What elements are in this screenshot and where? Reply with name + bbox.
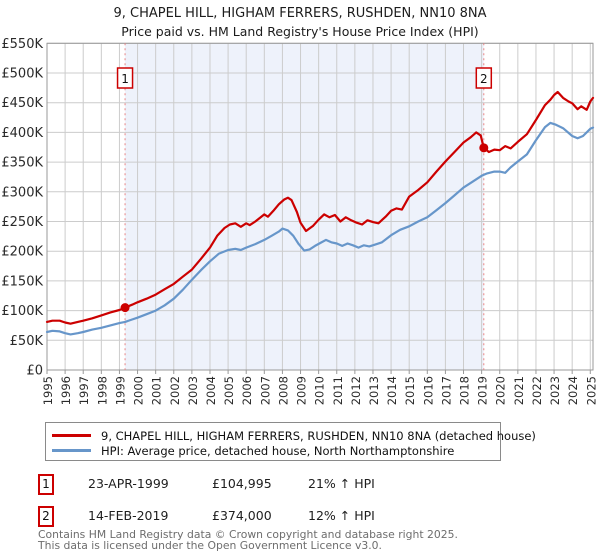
legend-label-hpi: HPI: Average price, detached house, Nort… — [101, 443, 455, 458]
y-axis-label: £350K — [1, 156, 43, 171]
x-axis-label: 2016 — [421, 376, 435, 405]
x-axis-label: 2011 — [331, 376, 345, 405]
sale-marker-flag-2 — [475, 67, 493, 89]
x-axis-label: 1995 — [41, 376, 55, 405]
y-axis-label: £400K — [1, 126, 43, 141]
x-axis-label: 2002 — [168, 376, 182, 405]
transaction-2-marker-badge: 2 — [38, 506, 54, 527]
x-axis-label: 2014 — [385, 376, 399, 405]
y-axis-label: £0 — [26, 364, 43, 379]
chart-legend: 9, CHAPEL HILL, HIGHAM FERRERS, RUSHDEN,… — [45, 422, 536, 461]
transaction-row-1: 1 23-APR-1999 £104,995 21% ↑ HPI — [38, 474, 578, 496]
sale-marker-flag-1 — [116, 67, 134, 89]
hpi-line — [45, 121, 595, 336]
page-title: 9, CHAPEL HILL, HIGHAM FERRERS, RUSHDEN,… — [113, 6, 487, 21]
x-axis-label: 2006 — [240, 376, 254, 405]
plot-border — [46, 42, 594, 371]
x-axis-label: 1999 — [113, 376, 127, 405]
x-axis-label: 2003 — [186, 376, 200, 405]
legend-item-hpi: HPI: Average price, detached house, Nort… — [46, 443, 500, 458]
y-axis-label: £200K — [1, 245, 43, 260]
page-subtitle: Price paid vs. HM Land Registry's House … — [121, 24, 479, 39]
x-axis-label: 2012 — [349, 376, 363, 405]
y-axis-label: £450K — [1, 96, 43, 111]
x-axis-label: 2004 — [204, 376, 218, 405]
price-paid-line — [45, 90, 595, 325]
chart-title-block: 9, CHAPEL HILL, HIGHAM FERRERS, RUSHDEN,… — [0, 5, 600, 40]
transaction-row-2: 2 14-FEB-2019 £374,000 12% ↑ HPI — [38, 506, 578, 528]
x-axis-label: 2017 — [439, 376, 453, 405]
y-axis-label: £550K — [1, 37, 43, 52]
x-axis-label: 2024 — [566, 376, 580, 405]
x-axis-label: 2019 — [476, 376, 490, 405]
x-axis-label: 2020 — [494, 376, 508, 405]
transaction-2-date: 14-FEB-2019 — [88, 508, 169, 523]
x-axis-label: 2025 — [584, 376, 598, 405]
footer-line-2: This data is licensed under the Open Gov… — [38, 539, 382, 552]
transaction-1-marker-badge: 1 — [38, 474, 54, 495]
legend-label-price-paid: 9, CHAPEL HILL, HIGHAM FERRERS, RUSHDEN,… — [101, 428, 536, 443]
license-footer: Contains HM Land Registry data © Crown c… — [38, 529, 598, 551]
y-axis-label: £500K — [1, 67, 43, 82]
sale-marker-number-1: 1 — [121, 72, 129, 86]
x-axis-label: 1997 — [77, 376, 91, 405]
sale-point-dot-1 — [120, 303, 130, 313]
ownership-period-shading — [125, 43, 484, 371]
x-axis-label: 2010 — [313, 376, 327, 405]
x-axis-label: 2013 — [367, 376, 381, 405]
y-axis-label: £50K — [10, 334, 44, 349]
x-axis-label: 2018 — [458, 376, 472, 405]
x-axis-label: 1996 — [59, 376, 73, 405]
legend-item-price-paid: 9, CHAPEL HILL, HIGHAM FERRERS, RUSHDEN,… — [46, 428, 536, 443]
x-axis-label: 1998 — [95, 376, 109, 405]
x-axis-label: 2015 — [403, 376, 417, 405]
footer-line-1: Contains HM Land Registry data © Crown c… — [38, 528, 458, 541]
x-axis-label: 2001 — [150, 376, 164, 405]
sale-marker-number-2: 2 — [480, 72, 488, 86]
x-axis-label: 2009 — [295, 376, 309, 405]
sale-point-dot-2 — [479, 143, 489, 153]
x-axis-label: 2023 — [548, 376, 562, 405]
price-paid-line-swatch — [52, 434, 91, 437]
x-axis-label: 2008 — [276, 376, 290, 405]
y-axis-label: £300K — [1, 185, 43, 200]
price-history-chart: 1 2 £550K £500K £450K £400K £350K £300K £250K £20… — [1, 37, 598, 405]
y-axis-label: £100K — [1, 304, 43, 319]
transaction-2-price: £374,000 — [212, 508, 272, 523]
x-axis-label: 2022 — [530, 376, 544, 405]
transaction-1-hpi-delta: 21% ↑ HPI — [308, 476, 375, 491]
x-axis-label: 2007 — [258, 376, 272, 405]
y-axis-label: £250K — [1, 215, 43, 230]
x-axis-label: 2005 — [222, 376, 236, 405]
transaction-1-date: 23-APR-1999 — [88, 476, 169, 491]
hpi-line-swatch — [52, 449, 91, 452]
transaction-1-price: £104,995 — [212, 476, 272, 491]
y-axis-label: £150K — [1, 274, 43, 289]
transaction-2-hpi-delta: 12% ↑ HPI — [308, 508, 375, 523]
x-axis-label: 2021 — [512, 376, 526, 405]
x-axis-label: 2000 — [132, 376, 146, 405]
